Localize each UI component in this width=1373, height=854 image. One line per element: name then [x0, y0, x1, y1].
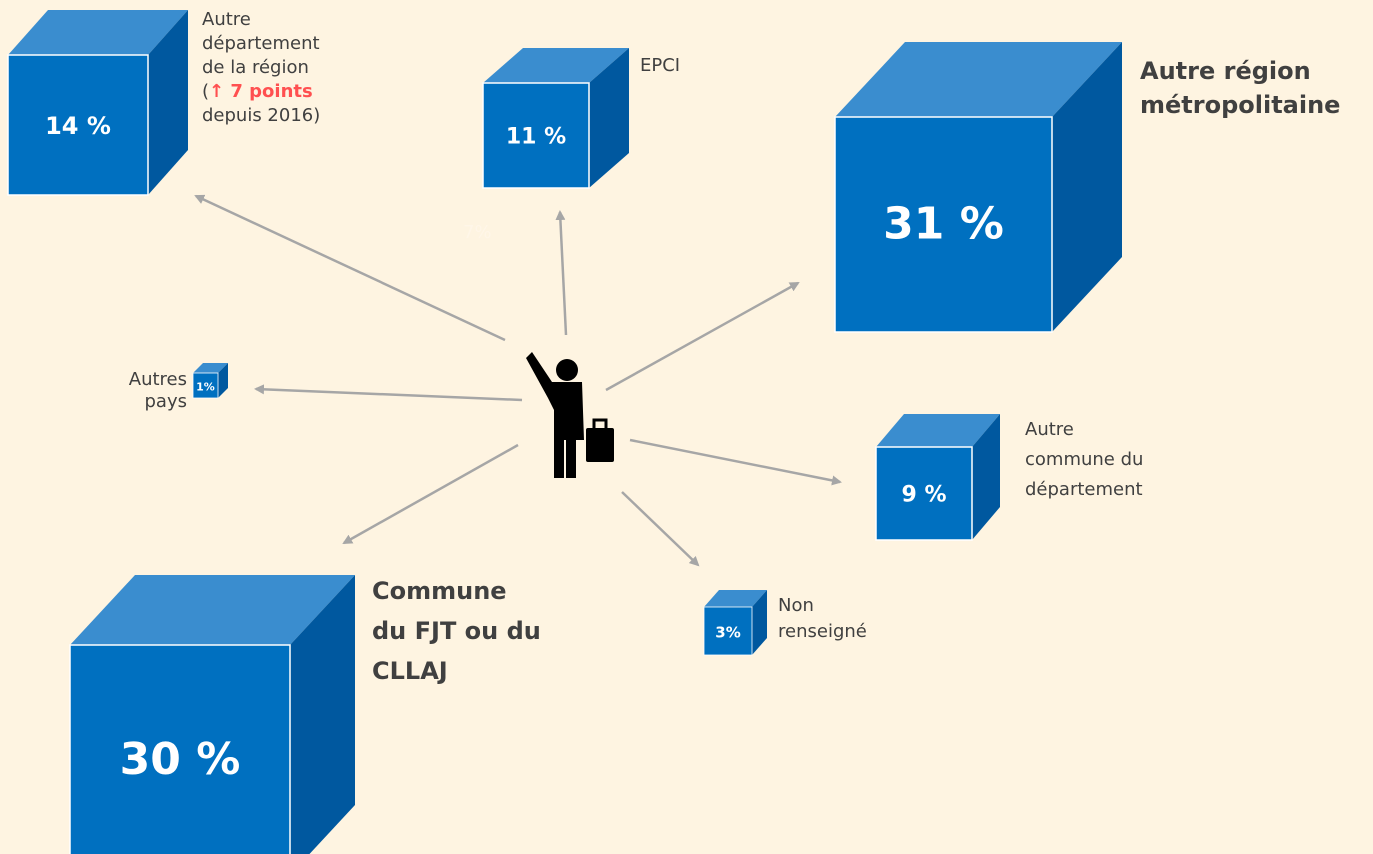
cube: 3%: [703, 590, 767, 656]
node-label: Autre: [1025, 419, 1074, 440]
node-label: de la région: [202, 57, 309, 78]
node-label: département: [202, 33, 320, 54]
arrows: [194, 194, 842, 567]
node-label: Autres: [129, 369, 187, 390]
cube-front: [834, 116, 1053, 333]
cube-front: [192, 372, 219, 399]
arrow: [254, 384, 523, 402]
cube-value: 9 %: [901, 483, 946, 508]
cube-front: [703, 606, 753, 656]
cube-side: [148, 10, 188, 195]
cube-side: [752, 590, 767, 655]
cube-side: [589, 48, 629, 188]
node-label: Autre région: [1140, 57, 1311, 85]
cube-front: [69, 644, 291, 854]
labels: Autre département de la région (↑ 7 points d…: [129, 9, 1341, 685]
note-highlight: ↑ 7 points: [209, 81, 313, 102]
cubes: 14 % 11 % 31 % 1% 9 % 3% 30 %: [7, 10, 1122, 854]
node-note: (↑ 7 points: [202, 81, 313, 102]
cube-side: [972, 414, 1000, 540]
cube-side: [1052, 42, 1122, 332]
node-label: département: [1025, 479, 1143, 500]
node-label: Non: [778, 595, 814, 616]
cube-top: [8, 10, 188, 55]
node-label: métropolitaine: [1140, 91, 1340, 119]
faint-label: 7%: [463, 222, 492, 243]
cube-value: 31 %: [883, 199, 1004, 250]
cube-value: 11 %: [506, 125, 566, 150]
note-open: (: [202, 81, 209, 102]
arrow: [342, 443, 519, 545]
person-icon: [526, 352, 614, 478]
node-label: Commune: [372, 577, 507, 605]
cube-front: [875, 446, 973, 541]
cube: 9 %: [875, 414, 1000, 541]
cube-top: [193, 363, 228, 373]
arrow: [555, 210, 568, 336]
cube-side: [290, 575, 355, 854]
arrow: [194, 194, 506, 342]
cube: 1%: [192, 363, 228, 399]
cube-top: [876, 414, 1000, 447]
node-label: renseigné: [778, 621, 867, 642]
cube-front: [7, 54, 149, 196]
cube-front: [482, 82, 590, 189]
cube-side: [218, 363, 228, 398]
node-label: commune du: [1025, 449, 1143, 470]
cube-top: [70, 575, 355, 645]
cube-value: 1%: [196, 381, 215, 394]
node-label: Autre: [202, 9, 251, 30]
cube-top: [483, 48, 629, 83]
node-label: du FJT ou du: [372, 617, 541, 645]
arrow: [629, 438, 842, 486]
node-note: depuis 2016): [202, 105, 320, 126]
cube-top: [835, 42, 1122, 117]
arrow: [605, 281, 800, 392]
cube-value: 3%: [715, 624, 740, 642]
cube: 30 %: [69, 575, 355, 854]
cube-value: 14 %: [45, 112, 111, 140]
cube: 11 %: [482, 48, 629, 189]
node-label: CLLAJ: [372, 657, 448, 685]
cube-value: 30 %: [120, 734, 241, 785]
arrow: [621, 491, 700, 567]
node-label: EPCI: [640, 55, 680, 76]
cube: 31 %: [834, 42, 1122, 333]
cube-top: [704, 590, 767, 607]
cube: 14 %: [7, 10, 188, 196]
node-label: pays: [145, 391, 188, 412]
